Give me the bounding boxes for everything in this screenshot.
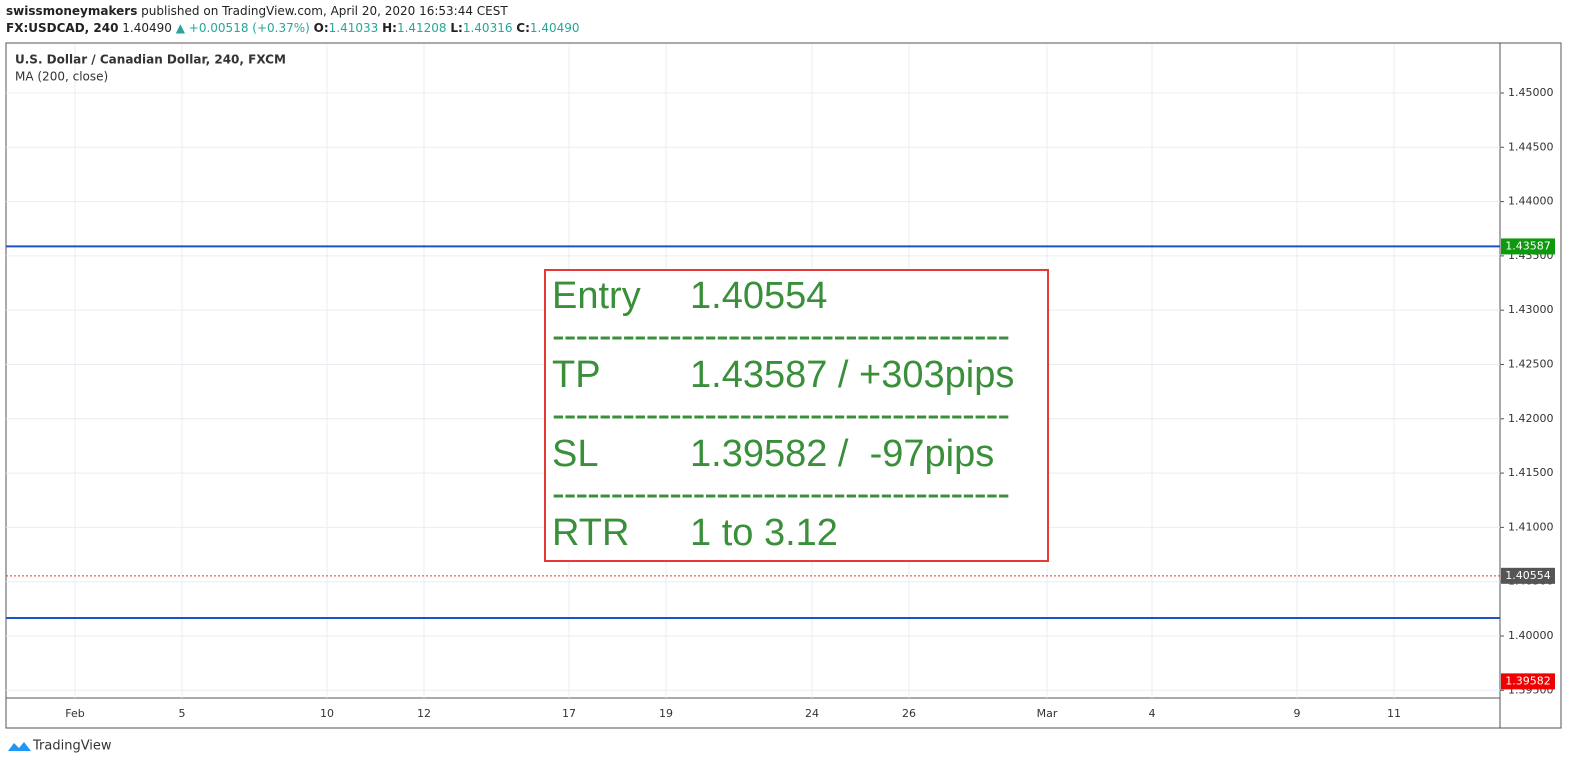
- y-tick-label: 1.41000: [1508, 520, 1554, 533]
- symbol: FX:USDCAD, 240: [6, 21, 119, 35]
- annotation-value: 1.39582 / -97pips: [690, 433, 994, 475]
- ohlc-key: O:: [313, 21, 329, 35]
- x-tick-label: 10: [320, 707, 334, 720]
- ohlc-key: C:: [516, 21, 530, 35]
- price-tag-label: 1.39582: [1505, 674, 1551, 687]
- x-tick-label: Feb: [65, 707, 84, 720]
- author: swissmoneymakers: [6, 4, 138, 18]
- ohlc-value: 1.41033: [328, 21, 379, 35]
- price-tag: [1501, 673, 1555, 690]
- x-tick-label: 24: [805, 707, 819, 720]
- last: 1.40490: [122, 21, 172, 35]
- x-tick-label: 12: [417, 707, 431, 720]
- y-tick-label: 1.42000: [1508, 412, 1554, 425]
- x-tick-label: 4: [1149, 707, 1156, 720]
- annotation-key: SL: [552, 433, 598, 475]
- annotation-value: 1.43587 / +303pips: [690, 354, 1014, 396]
- y-tick-label: 1.43000: [1508, 303, 1554, 316]
- annotation-key: RTR: [552, 512, 629, 554]
- y-tick-label: 1.44000: [1508, 195, 1554, 208]
- y-tick-label: 1.45000: [1508, 86, 1554, 99]
- annotation-key: Entry: [552, 275, 641, 317]
- published: published on TradingView.com, April 20, …: [141, 4, 508, 18]
- x-tick-label: 26: [902, 707, 916, 720]
- symbol-line: FX:USDCAD, 240 1.40490 ▲ +0.00518 (+0.37…: [6, 21, 580, 35]
- x-tick-label: 11: [1387, 707, 1401, 720]
- price-tag-label: 1.43587: [1505, 239, 1551, 252]
- annotation-separator: ---------------------------------------: [552, 473, 1010, 515]
- x-tick-label: 17: [562, 707, 576, 720]
- x-tick-label: 9: [1294, 707, 1301, 720]
- y-tick-label: 1.41500: [1508, 466, 1554, 479]
- ohlc-key: H:: [382, 21, 397, 35]
- logo-icon: [8, 742, 31, 751]
- annotation-box: [544, 269, 1049, 562]
- ohlc-value: 1.41208: [396, 21, 447, 35]
- annotation-value: 1.40554: [690, 275, 827, 317]
- annotation-separator: ---------------------------------------: [552, 394, 1010, 436]
- annotation-separator: ---------------------------------------: [552, 315, 1010, 357]
- y-tick-label: 1.40000: [1508, 629, 1554, 642]
- x-tick-label: Mar: [1037, 707, 1058, 720]
- change: +0.00518 (+0.37%): [188, 21, 310, 35]
- publish-line: swissmoneymakers published on TradingVie…: [6, 4, 508, 18]
- ohlc-value: 1.40490: [529, 21, 580, 35]
- ohlc-key: L:: [450, 21, 463, 35]
- annotation-value: 1 to 3.12: [690, 512, 838, 554]
- y-tick-label: 1.44500: [1508, 140, 1554, 153]
- arrow: ▲: [175, 21, 185, 35]
- annotation-key: TP: [552, 354, 601, 396]
- brand: TradingView: [32, 739, 112, 754]
- price-tag: [1501, 238, 1555, 255]
- x-tick-label: 5: [179, 707, 186, 720]
- price-tag-label: 1.40554: [1505, 569, 1551, 582]
- y-tick-label: 1.42500: [1508, 357, 1554, 370]
- ohlc-value: 1.40316: [462, 21, 513, 35]
- chart-title: U.S. Dollar / Canadian Dollar, 240, FXCM: [15, 53, 286, 67]
- frame: [5, 42, 1562, 729]
- x-tick-label: 19: [659, 707, 673, 720]
- chart-subtitle: MA (200, close): [15, 70, 108, 84]
- price-tag: [1501, 567, 1555, 584]
